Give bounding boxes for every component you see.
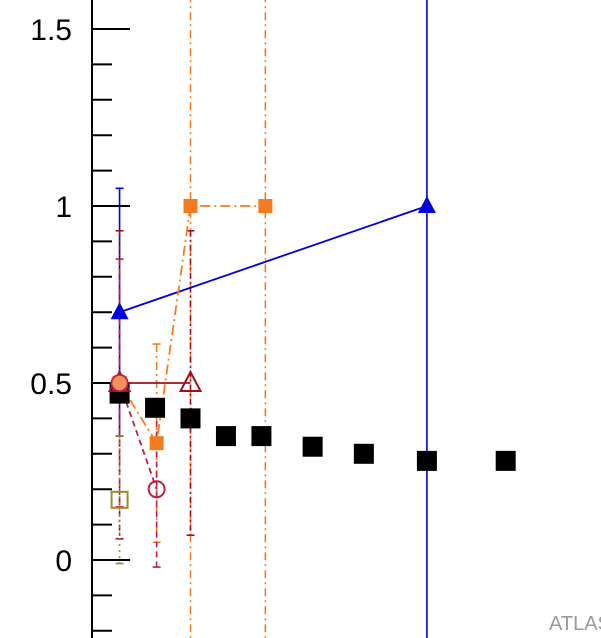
- atlas-watermark: ATLAS: [549, 613, 601, 635]
- data-point-square: [416, 450, 437, 471]
- y-tick-label: 1.5: [30, 14, 72, 47]
- series-line: [119, 205, 428, 314]
- error-bars: [115, 0, 428, 638]
- data-point-square: [495, 450, 516, 471]
- data-point-square: [302, 436, 323, 457]
- data-point-square: [149, 436, 164, 451]
- data-markers: [107, 196, 516, 509]
- data-point-triangle: [417, 196, 436, 213]
- data-point-triangle: [110, 302, 129, 320]
- data-point-square: [215, 426, 236, 447]
- y-axis: 0 0.5 1 1.5: [30, 0, 130, 638]
- data-point-open-circle: [147, 480, 166, 499]
- series-lines: [118, 205, 428, 490]
- data-point-square: [258, 199, 273, 213]
- y-tick-label: 0: [55, 545, 72, 578]
- data-point-filled-circle: [110, 374, 129, 392]
- data-point-square: [353, 443, 374, 464]
- data-point-square: [251, 426, 272, 447]
- data-point-square: [180, 408, 201, 429]
- data-point-square: [183, 199, 198, 213]
- data-point-square: [145, 397, 166, 418]
- y-tick-label: 1: [55, 191, 72, 224]
- series-line: [118, 205, 266, 446]
- y-tick-label: 0.5: [30, 368, 72, 401]
- series-line: [118, 382, 158, 490]
- data-point-open-square: [110, 490, 129, 509]
- data-point-open-triangle: [178, 369, 203, 392]
